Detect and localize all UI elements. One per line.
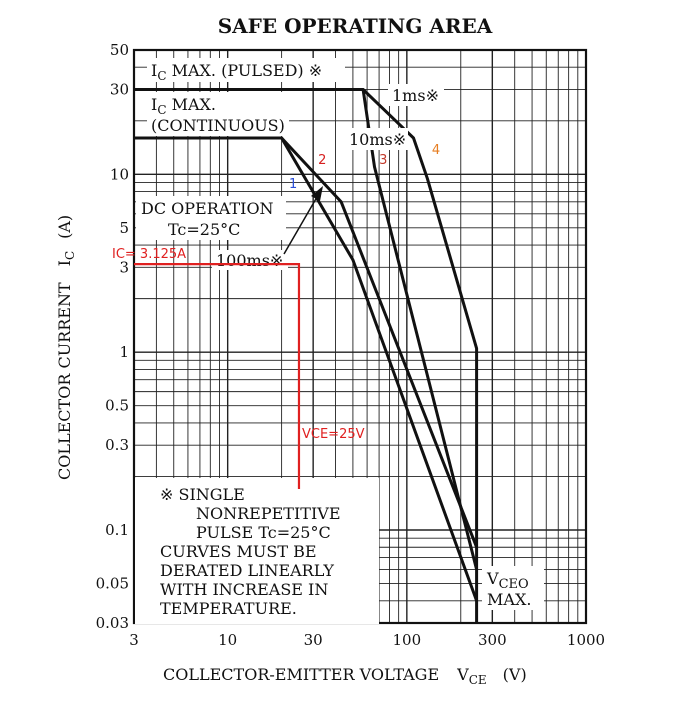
vceo-max-bg [482,566,544,610]
label-10ms-bg [346,128,408,150]
dc-operation-line1: DC OPERATION [141,199,274,218]
y-tick-label: 3 [119,258,129,276]
chart-title: SAFE OPERATING AREA [218,14,493,38]
ic-operating-label: IC= 3.125A [112,247,186,262]
ic-max-continuous-line1: IC MAX. [151,95,216,117]
vceo-max-line2: MAX. [487,590,531,609]
ic-max-continuous-bg [147,92,289,136]
note-line: TEMPERATURE. [160,599,297,618]
curve-number: 1 [289,177,297,192]
label-1ms: 1ms※ [392,86,439,105]
y-tick-label: 0.3 [105,436,129,454]
vceo-max-line1: VCEO [486,569,529,592]
dc-operation-bg [136,196,286,240]
x-tick-label: 30 [304,631,323,649]
x-tick-label: 3 [129,631,139,649]
note-box [135,478,379,624]
ic-max-pulsed-label: IC MAX. (PULSED) ※ [151,61,322,83]
note-line: DERATED LINEARLY [160,561,334,580]
label-10ms: 10ms※ [349,130,406,149]
y-tick-label: 0.5 [105,397,129,415]
y-tick-label: 0.05 [96,575,129,593]
tick-labels: 3 10 30 100 300 1000 50 30 10 5 3 1 0.5 0.3 0.1 0.05 0.0… [96,41,606,649]
label-1ms-bg [388,84,444,106]
note-line: NONREPETITIVE [196,504,341,523]
operating-point: IC= 3.125A VCE=25V [112,247,365,490]
y-tick-label: 0.1 [105,521,129,539]
vce-operating-label: VCE=25V [302,427,365,442]
x-tick-label: 300 [478,631,507,649]
operating-point-lines [134,263,301,490]
curve-number: 2 [318,153,326,168]
annotations: IC MAX. (PULSED) ※ IC MAX. (CONTINUOUS) … [135,58,544,624]
y-tick-label: 10 [110,165,129,183]
x-tick-label: 10 [218,631,237,649]
label-100ms: 100ms※ [216,251,283,270]
dc-operation-line2: Tc=25°C [168,220,240,239]
x-tick-label: 1000 [567,631,605,649]
y-tick-label: 5 [119,219,129,237]
note-line: WITH INCREASE IN [160,580,328,599]
y-tick-label: 1 [119,343,129,361]
curve-number: 4 [432,143,440,158]
y-tick-label: 0.03 [96,614,129,632]
curve-number: 3 [379,153,387,168]
ic-max-continuous-line2: (CONTINUOUS) [151,116,285,135]
y-tick-label: 30 [110,80,129,98]
arrow-100ms-line [283,196,318,255]
note-line: PULSE Tc=25°C [196,523,331,542]
curve-numbers: 1 2 3 4 [289,143,440,192]
ic-max-pulsed-bg [147,58,345,82]
note-line: CURVES MUST BE [160,542,317,561]
arrow-100ms-head [311,186,323,201]
x-tick-label: 100 [393,631,422,649]
x-axis-label: COLLECTOR-EMITTER VOLTAGE VCE (V) [163,665,527,687]
y-tick-label: 50 [110,41,129,59]
note-line: ※ SINGLE [160,485,245,504]
y-axis-label: COLLECTOR CURRENTIC(A) [55,215,77,480]
